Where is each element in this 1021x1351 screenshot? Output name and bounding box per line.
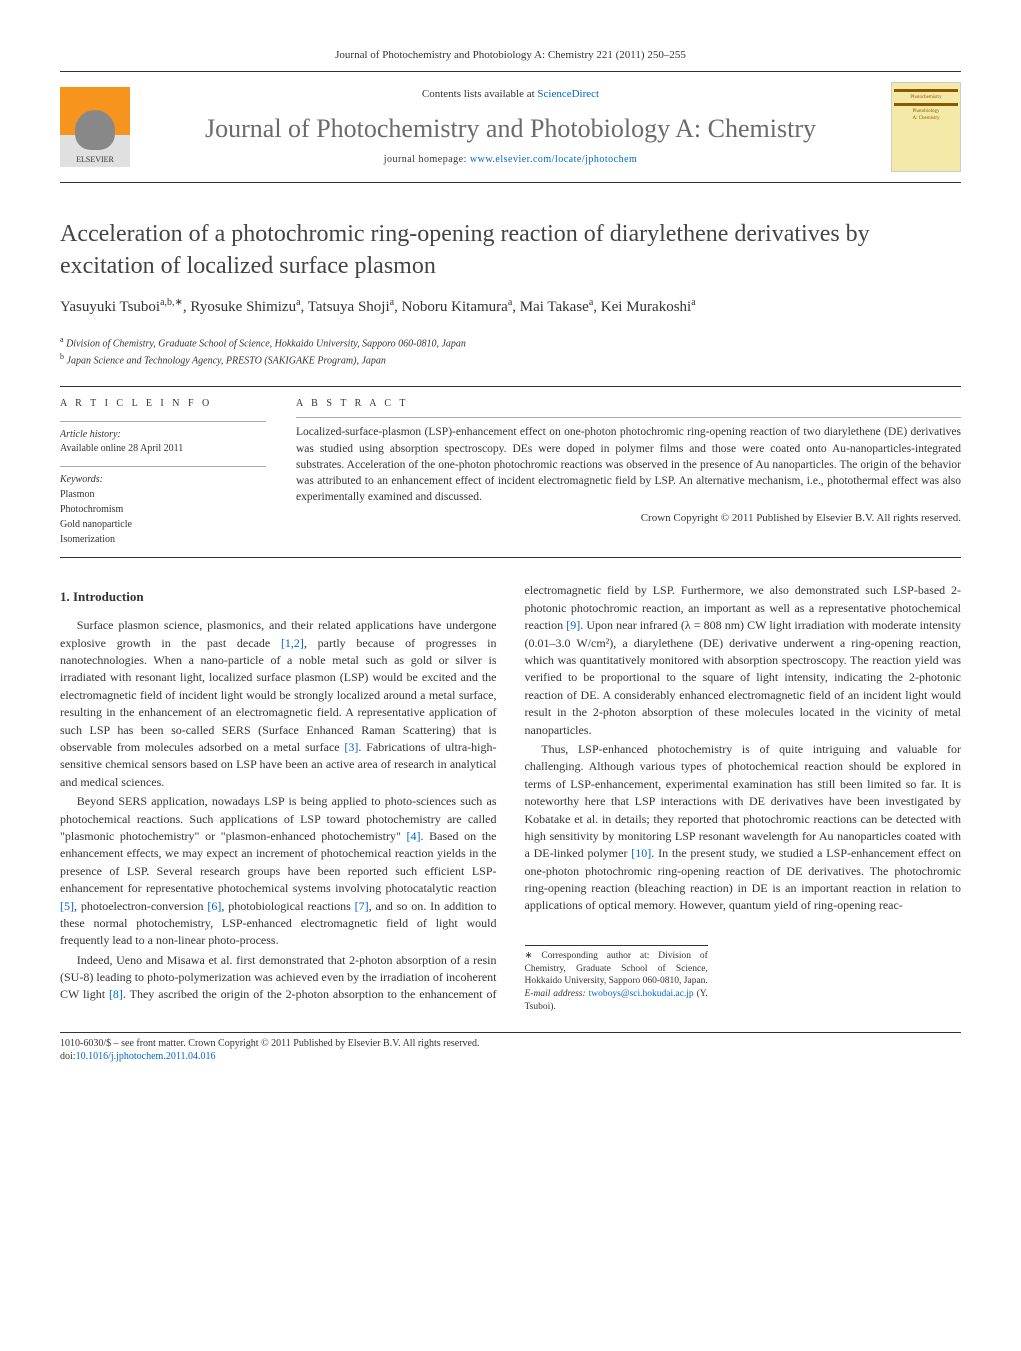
author-5: , Mai Takase	[512, 299, 589, 315]
ref-1-2[interactable]: [1,2]	[281, 636, 304, 650]
journal-header: ELSEVIER Contents lists available at Sci…	[60, 76, 961, 183]
affiliation-a: Division of Chemistry, Graduate School o…	[66, 338, 466, 349]
homepage-link[interactable]: www.elsevier.com/locate/jphotochem	[470, 154, 637, 165]
journal-citation: Journal of Photochemistry and Photobiolo…	[60, 48, 961, 63]
top-divider	[60, 71, 961, 72]
footer-copyright: 1010-6030/$ – see front matter. Crown Co…	[60, 1037, 961, 1051]
keyword-1: Plasmon	[60, 487, 266, 502]
cover-line-3: A: Chemistry	[912, 115, 939, 122]
body-p4: Thus, LSP-enhanced photochemistry is of …	[525, 741, 962, 915]
sciencedirect-link[interactable]: ScienceDirect	[537, 88, 599, 100]
abstract: A B S T R A C T Localized-surface-plasmo…	[280, 387, 961, 557]
keywords-label: Keywords:	[60, 473, 266, 487]
cover-line-1: Photochemistry	[910, 94, 941, 101]
ref-3[interactable]: [3]	[344, 740, 358, 754]
abstract-copyright: Crown Copyright © 2011 Published by Else…	[296, 511, 961, 526]
header-center: Contents lists available at ScienceDirec…	[130, 87, 891, 167]
article-body: 1. Introduction Surface plasmon science,…	[60, 582, 961, 1013]
article-info-heading: A R T I C L E I N F O	[60, 397, 266, 411]
doi-link[interactable]: 10.1016/j.jphotochem.2011.04.016	[76, 1051, 216, 1062]
authors-list: Yasuyuki Tsuboia,b,∗, Ryosuke Shimizua, …	[60, 296, 961, 318]
journal-cover-thumbnail: Photochemistry Photobiology A: Chemistry	[891, 82, 961, 172]
author-1: Yasuyuki Tsuboi	[60, 299, 160, 315]
cover-line-2: Photobiology	[913, 108, 940, 115]
affiliations: a Division of Chemistry, Graduate School…	[60, 334, 961, 369]
author-6-affil: a	[691, 297, 695, 308]
journal-homepage: journal homepage: www.elsevier.com/locat…	[130, 153, 891, 167]
author-4: , Noboru Kitamura	[394, 299, 508, 315]
publisher-logo: ELSEVIER	[60, 87, 130, 167]
keywords-list: Plasmon Photochromism Gold nanoparticle …	[60, 487, 266, 547]
history-label: Article history:	[60, 428, 266, 442]
author-6: , Kei Murakoshi	[593, 299, 691, 315]
ref-8[interactable]: [8]	[109, 987, 123, 1001]
keyword-2: Photochromism	[60, 502, 266, 517]
body-p1: Surface plasmon science, plasmonics, and…	[60, 617, 497, 791]
article-info: A R T I C L E I N F O Article history: A…	[60, 387, 280, 557]
abstract-text: Localized-surface-plasmon (LSP)-enhancem…	[296, 424, 961, 504]
corresponding-email-link[interactable]: twoboys@sci.hokudai.ac.jp	[589, 989, 694, 999]
ref-7[interactable]: [7]	[355, 899, 369, 913]
article-title: Acceleration of a photochromic ring-open…	[60, 219, 961, 281]
contents-prefix: Contents lists available at	[422, 88, 537, 100]
section-1-heading: 1. Introduction	[60, 588, 497, 607]
ref-6[interactable]: [6]	[207, 899, 221, 913]
homepage-prefix: journal homepage:	[384, 154, 470, 165]
ref-9[interactable]: [9]	[566, 618, 580, 632]
contents-line: Contents lists available at ScienceDirec…	[130, 87, 891, 102]
ref-5[interactable]: [5]	[60, 899, 74, 913]
page-footer: 1010-6030/$ – see front matter. Crown Co…	[60, 1032, 961, 1064]
ref-10[interactable]: [10]	[631, 846, 651, 860]
keyword-4: Isomerization	[60, 532, 266, 547]
p3c: . Upon near infrared (λ = 808 nm) CW lig…	[525, 618, 962, 736]
elsevier-tree-icon	[75, 110, 115, 150]
journal-title: Journal of Photochemistry and Photobiolo…	[130, 113, 891, 146]
author-1-affil: a,b,∗	[160, 297, 183, 308]
article-history: Article history: Available online 28 Apr…	[60, 421, 266, 456]
info-abstract-row: A R T I C L E I N F O Article history: A…	[60, 386, 961, 558]
email-label: E-mail address:	[525, 989, 589, 999]
p2d: , photobiological reactions	[221, 899, 354, 913]
body-p2: Beyond SERS application, nowadays LSP is…	[60, 793, 497, 950]
publisher-name: ELSEVIER	[76, 154, 114, 165]
p2c: , photoelectron-conversion	[74, 899, 207, 913]
corresponding-text: Corresponding author at: Division of Che…	[525, 951, 708, 987]
keyword-3: Gold nanoparticle	[60, 517, 266, 532]
corresponding-author-note: ∗ Corresponding author at: Division of C…	[525, 945, 708, 1014]
author-3: , Tatsuya Shoji	[301, 299, 390, 315]
author-2: , Ryosuke Shimizu	[183, 299, 296, 315]
affiliation-b: Japan Science and Technology Agency, PRE…	[67, 355, 386, 366]
keywords-block: Keywords: Plasmon Photochromism Gold nan…	[60, 466, 266, 547]
ref-4[interactable]: [4]	[407, 829, 421, 843]
p1b: , partly because of progresses in nanote…	[60, 636, 497, 754]
history-value: Available online 28 April 2011	[60, 442, 266, 456]
doi-prefix: doi:	[60, 1051, 76, 1062]
p4a: Thus, LSP-enhanced photochemistry is of …	[525, 742, 962, 860]
abstract-heading: A B S T R A C T	[296, 397, 961, 411]
